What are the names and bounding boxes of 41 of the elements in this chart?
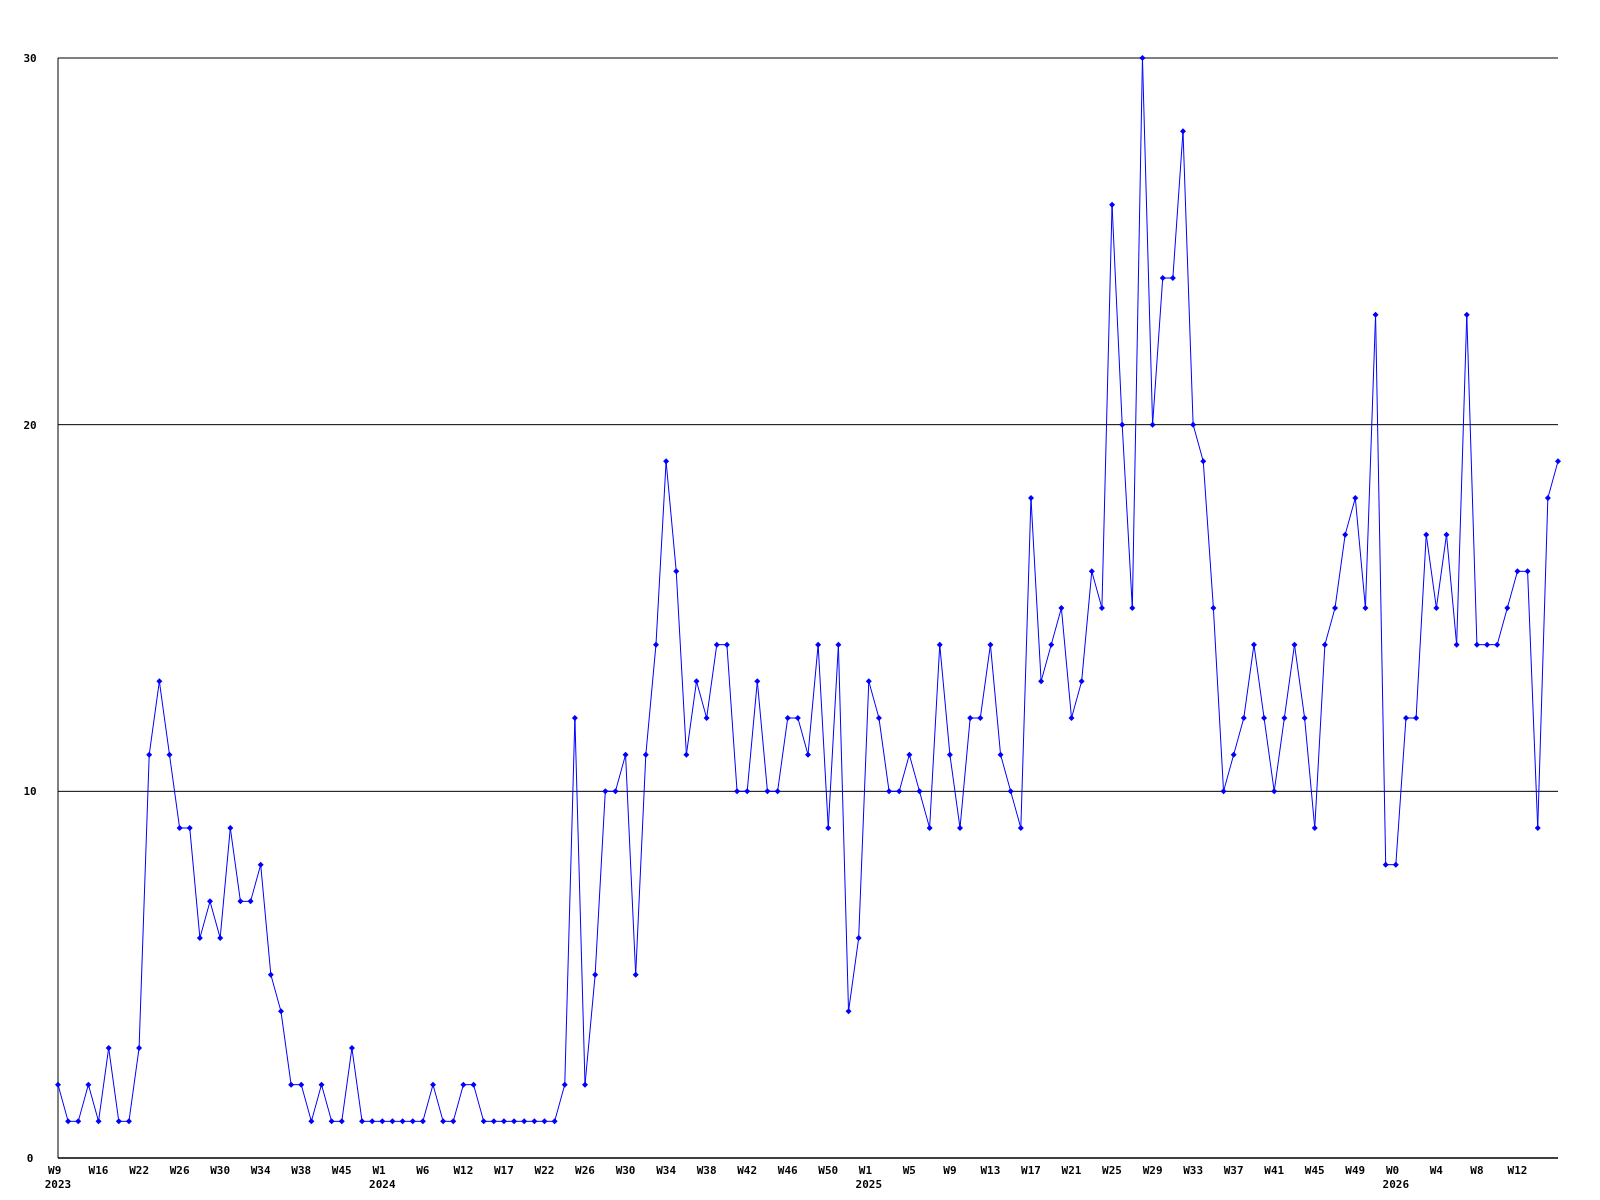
x-tick-label: W22 — [129, 1164, 150, 1177]
x-tick-label: W30 — [615, 1164, 636, 1177]
x-tick-label: W1 2025 — [855, 1164, 883, 1191]
y-tick-label: 10 — [23, 785, 37, 799]
x-tick-label: W38 — [696, 1164, 717, 1177]
x-tick-label: W33 — [1183, 1164, 1204, 1177]
x-tick-label: W30 — [210, 1164, 231, 1177]
x-tick-label: W12 — [453, 1164, 474, 1177]
x-tick-label: W6 — [416, 1164, 430, 1177]
x-tick-label: W16 — [88, 1164, 109, 1177]
y-tick-label: 30 — [23, 51, 37, 65]
x-tick-label: W37 — [1223, 1164, 1244, 1177]
x-tick-label: W45 — [1304, 1164, 1325, 1177]
x-tick-label: W25 — [1102, 1164, 1122, 1177]
x-tick-label: W29 — [1142, 1164, 1163, 1177]
x-tick-label: W8 — [1470, 1164, 1484, 1177]
x-tick-label: W13 — [980, 1164, 1001, 1177]
x-tick-label: W41 — [1264, 1164, 1285, 1177]
x-tick-label: W26 — [169, 1164, 190, 1177]
y-tick-label: 20 — [23, 418, 37, 432]
x-tick-label: W34 — [250, 1164, 272, 1177]
x-tick-label: W50 — [818, 1164, 839, 1177]
x-tick-label: W9 — [943, 1164, 957, 1177]
x-tick-label: W4 — [1429, 1164, 1444, 1177]
x-tick-label: W1 2024 — [369, 1164, 396, 1191]
x-tick-label: W46 — [777, 1164, 799, 1177]
x-tick-label: W12 — [1507, 1164, 1528, 1177]
x-tick-label: W5 — [902, 1164, 916, 1177]
x-tick-label: W49 — [1345, 1164, 1366, 1177]
y-tick-label: 0 — [26, 1151, 34, 1165]
x-tick-label: W9 2023 — [44, 1164, 72, 1191]
x-tick-label: W38 — [291, 1164, 312, 1177]
x-tick-label: W34 — [656, 1164, 677, 1177]
x-tick-label: W22 — [534, 1164, 555, 1177]
x-tick-label: W21 — [1061, 1164, 1082, 1177]
x-tick-label: W17 — [1021, 1164, 1041, 1177]
x-tick-label: W17 — [494, 1164, 514, 1177]
x-tick-label: W0 2026 — [1382, 1164, 1410, 1191]
x-tick-label: W45 — [331, 1164, 352, 1177]
x-tick-label: W42 — [737, 1164, 758, 1177]
x-tick-label: W26 — [575, 1164, 596, 1177]
